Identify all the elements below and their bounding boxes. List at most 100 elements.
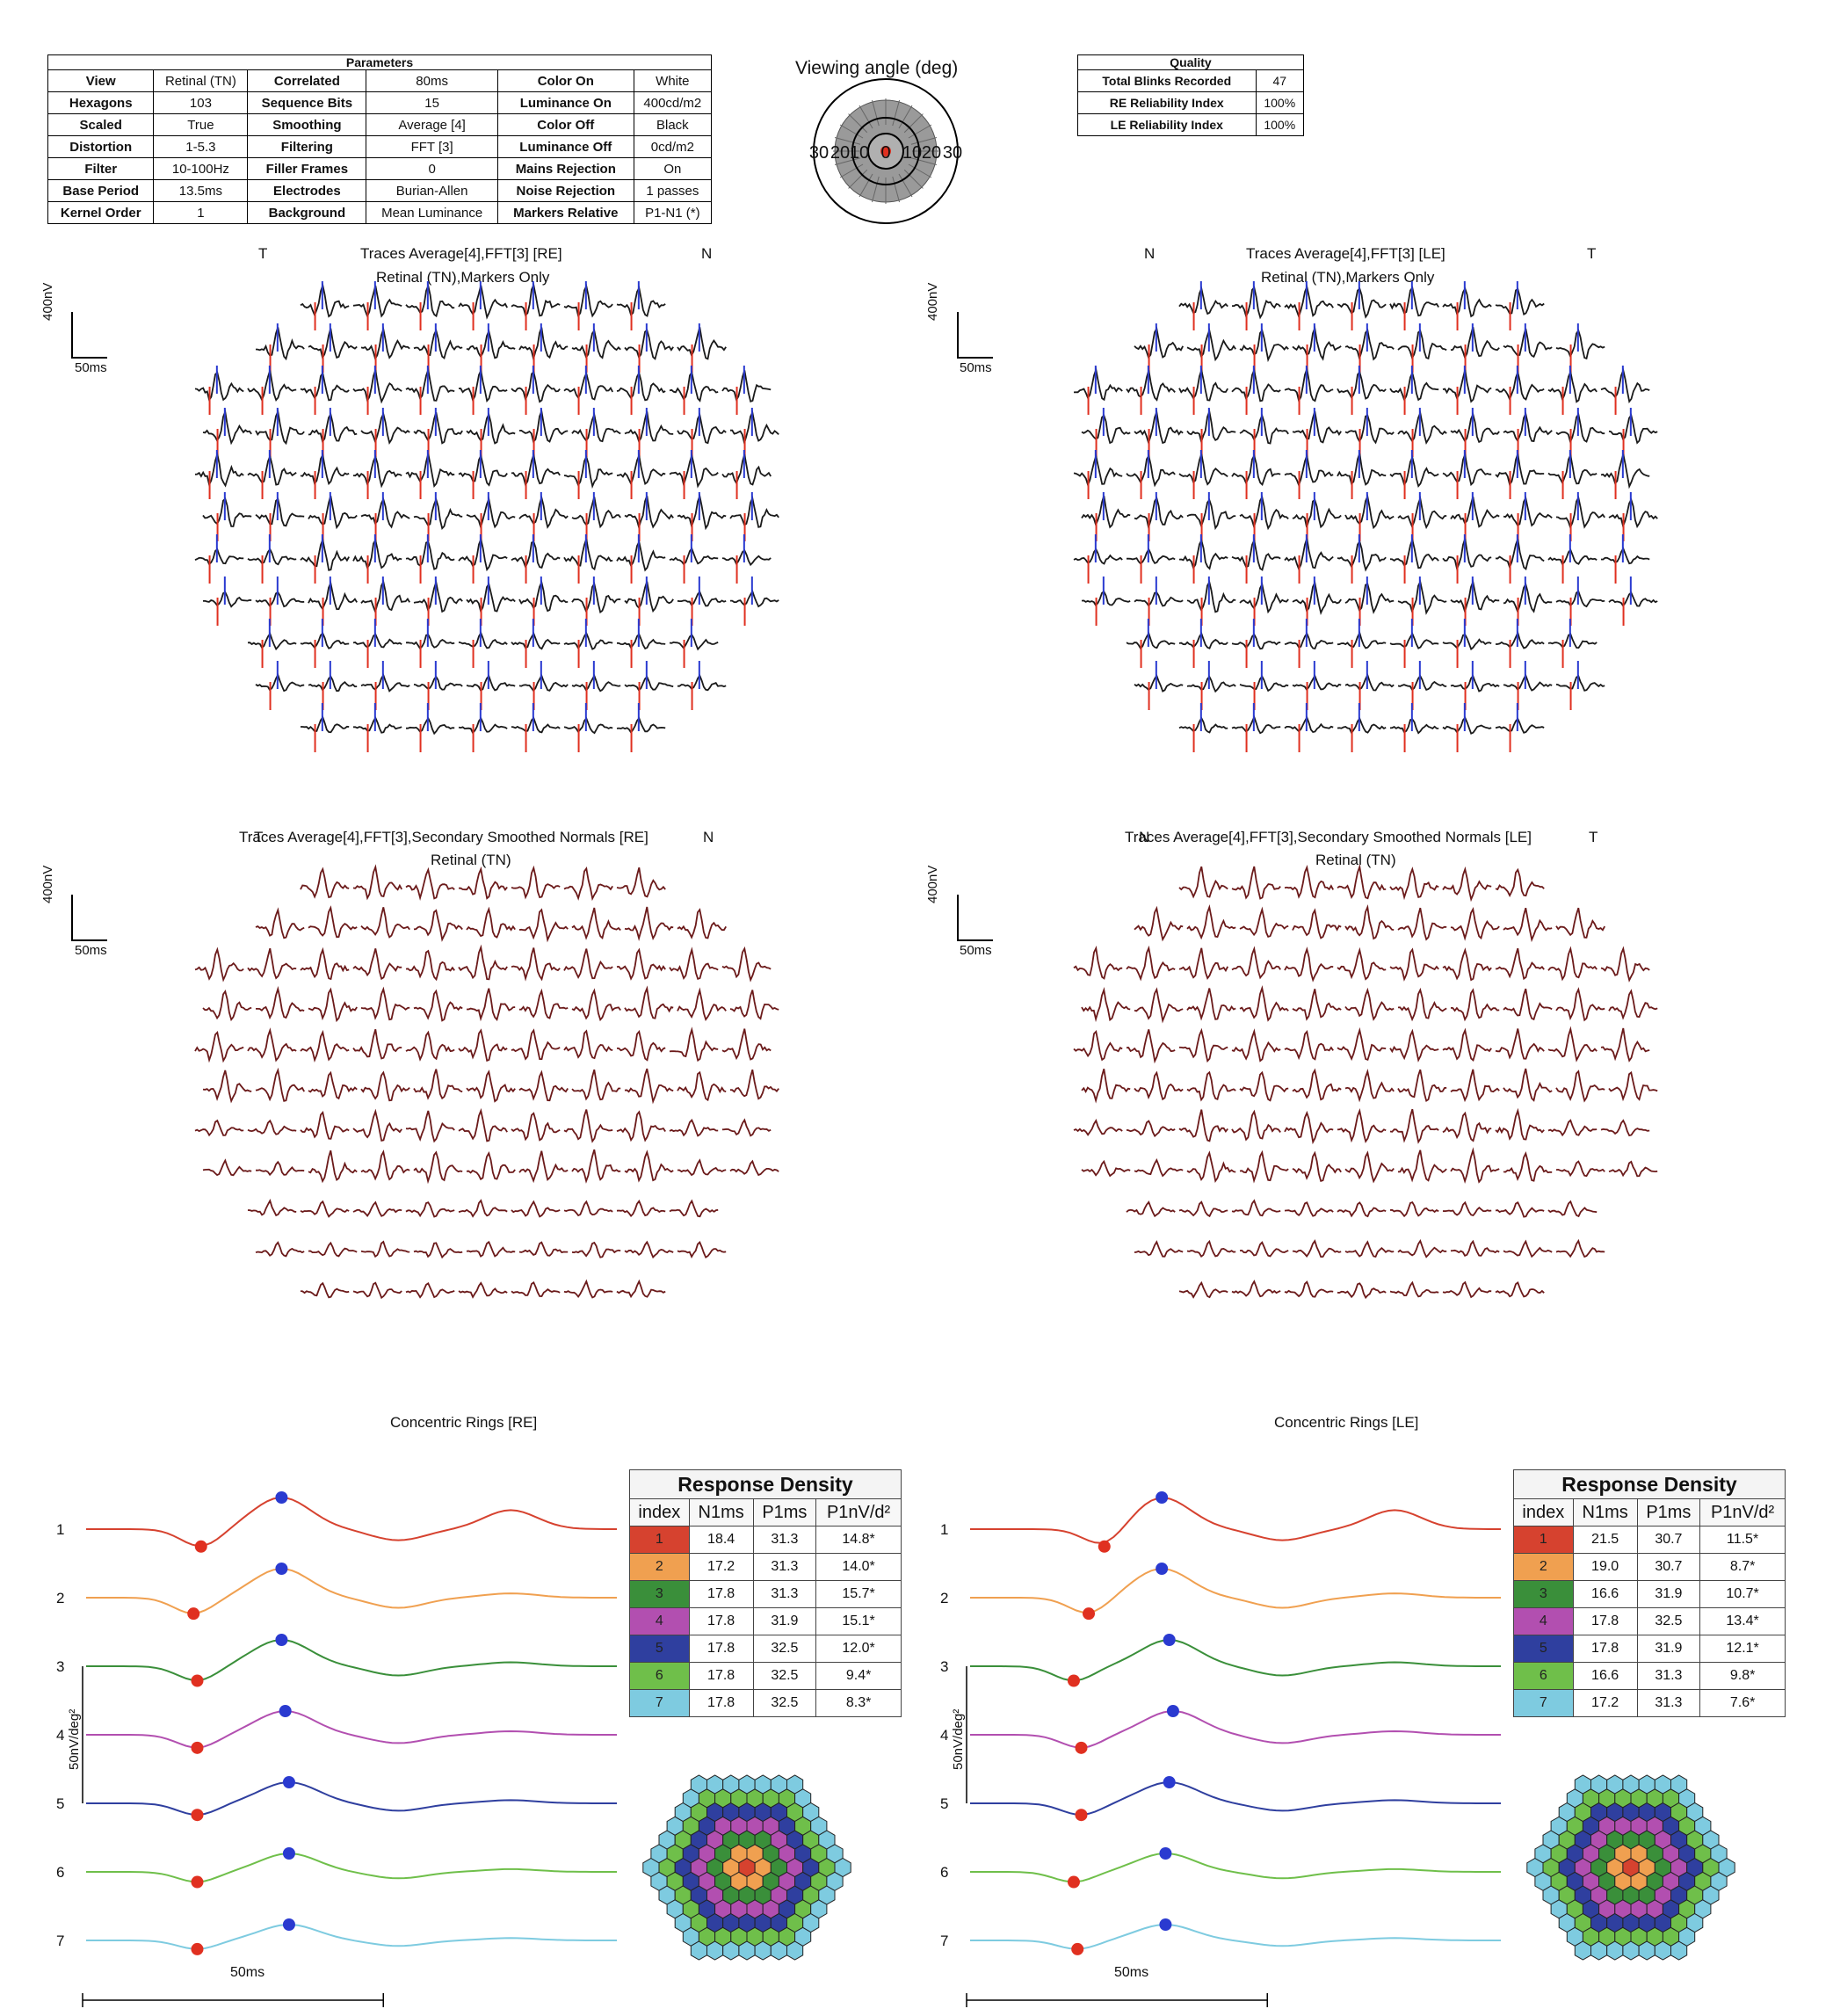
- re-traces-trace: [563, 539, 613, 571]
- re-traces-trace: [300, 371, 350, 402]
- le-rings-ring-trace: [970, 1497, 1501, 1544]
- le-traces-trace: [1450, 496, 1500, 528]
- parameters-table: Parameters View Retinal (TN) Correlated 80m…: [47, 54, 713, 224]
- re-normals-trace: [571, 1069, 621, 1101]
- le-rings-ring-label: 1: [940, 1521, 948, 1538]
- re-rings-ring-label: 2: [56, 1590, 64, 1606]
- re-normals-trace: [360, 1240, 410, 1258]
- re-normals-trace: [405, 1110, 455, 1143]
- re-traces-trace: [466, 674, 516, 692]
- le-traces-trace: [1450, 411, 1500, 444]
- quality-row: Total Blinks Recorded 47: [1077, 69, 1305, 92]
- le-rings-ring-label: 4: [940, 1727, 948, 1744]
- le-traces-trace: [1389, 370, 1439, 402]
- re-normals-trace: [300, 946, 350, 981]
- response-density-cell: 30.7: [1636, 1553, 1701, 1581]
- le-traces-trace: [1337, 453, 1387, 486]
- le-normals-trace: [1442, 1280, 1492, 1299]
- response-density-cell: 1: [629, 1526, 690, 1554]
- le-rings-n1-point: [1075, 1741, 1088, 1754]
- le-traces-trace: [1239, 328, 1289, 363]
- re-normals-trace: [308, 1149, 358, 1184]
- re-normals-trace: [624, 1240, 674, 1259]
- re-rings-n1-point: [194, 1540, 207, 1553]
- le-traces-trace: [1503, 328, 1553, 359]
- re-normals-trace: [563, 1109, 613, 1143]
- le-normals-trace: [1337, 1026, 1387, 1062]
- le-traces-trace: [1495, 453, 1545, 487]
- le-traces-trace: [1389, 537, 1439, 569]
- le-normals-trace: [1292, 1239, 1342, 1258]
- le-normals-trace: [1397, 1069, 1447, 1103]
- response-density-cell: 8.7*: [1699, 1553, 1786, 1581]
- re-normals-trace: [571, 1241, 621, 1258]
- re-normals-trace: [721, 946, 772, 983]
- re-traces-trace: [511, 452, 561, 488]
- le-traces-trace: [1344, 414, 1395, 445]
- re-normals-trace: [616, 1279, 666, 1299]
- le-traces-title: Traces Average[4],FFT[3] [LE]: [1246, 245, 1445, 262]
- re-normals-trace: [511, 947, 561, 982]
- viewing-angle-spoke: [859, 173, 873, 198]
- re-normals-trace: [729, 990, 779, 1020]
- re-normals-trace: [616, 947, 666, 981]
- re-traces-trace: [677, 327, 727, 360]
- parameter-key: Filtering: [247, 135, 367, 158]
- le-traces-trace: [1503, 673, 1553, 692]
- le-normals-trace: [1503, 1068, 1553, 1102]
- le-rings-ring-trace: [970, 1852, 1501, 1883]
- le-normals-trace: [1503, 1150, 1553, 1182]
- re-normals-trace: [458, 866, 508, 900]
- le-traces-trace: [1284, 538, 1334, 571]
- le-normals-trace: [1337, 1201, 1387, 1218]
- le-normals-trace: [1126, 1120, 1176, 1138]
- viewing-angle-spoke: [908, 163, 932, 178]
- re-normals-trace: [360, 1149, 410, 1181]
- le-normals-trace: [1239, 1149, 1289, 1184]
- quality-row: RE Reliability Index 100%: [1077, 91, 1305, 114]
- response-density-cell: 31.3: [752, 1580, 817, 1608]
- re-traces-trace: [255, 409, 305, 446]
- le-traces-trace: [1503, 582, 1553, 614]
- le-traces-trace: [1284, 453, 1334, 488]
- re-normals-trace: [352, 948, 402, 981]
- le-traces-trace: [1442, 451, 1492, 487]
- re-traces-trace: [721, 370, 772, 402]
- re-normals-trace: [458, 1281, 508, 1299]
- response-density-cell: 2: [1513, 1553, 1574, 1581]
- re-normals-trace: [308, 987, 358, 1023]
- re-traces-trace: [308, 580, 358, 611]
- le-traces-trace: [1344, 583, 1395, 614]
- re-traces-trace: [360, 411, 410, 446]
- re-normals-subtitle: Retinal (TN): [431, 852, 511, 868]
- response-density-cell: 4: [629, 1607, 690, 1635]
- parameters-row: Kernel Order 1 Background Mean Luminance Mar…: [47, 201, 713, 224]
- re-traces-trace: [255, 672, 305, 693]
- re-traces-trace: [406, 716, 455, 736]
- le-rings-ring-label: 5: [940, 1795, 948, 1812]
- parameter-key: Smoothing: [247, 113, 367, 136]
- re-traces-trace: [563, 631, 613, 650]
- re-traces-trace: [405, 634, 455, 650]
- re-normals-trace: [563, 867, 613, 902]
- le-normals-trace: [1239, 906, 1289, 938]
- le-normals-trace: [1344, 903, 1395, 940]
- re-normals-trace: [405, 949, 455, 982]
- le-normals-trace: [1284, 1280, 1334, 1298]
- le-normals-trace: [1337, 863, 1387, 900]
- response-density-cell: 8.3*: [815, 1689, 902, 1717]
- parameter-key: Mains Rejection: [496, 157, 634, 180]
- response-density-table-le: Response Density index N1ms P1ms P1nV/d² 1 21.…: [1513, 1469, 1786, 1717]
- parameter-value: On: [633, 157, 713, 180]
- viewing-angle-spoke: [910, 136, 938, 145]
- le-normals-trace: [1389, 1108, 1439, 1144]
- re-normals-trace: [616, 1029, 666, 1062]
- re-traces-trace: [669, 547, 719, 566]
- le-traces-trace: [1292, 580, 1342, 615]
- re-normals-trace: [458, 1199, 508, 1218]
- le-traces-trace: [1389, 718, 1439, 735]
- le-traces-trace: [1555, 674, 1605, 692]
- le-normals-trace: [1231, 946, 1281, 980]
- re-rings-n1-point: [191, 1741, 204, 1754]
- le-traces-trace: [1397, 579, 1447, 615]
